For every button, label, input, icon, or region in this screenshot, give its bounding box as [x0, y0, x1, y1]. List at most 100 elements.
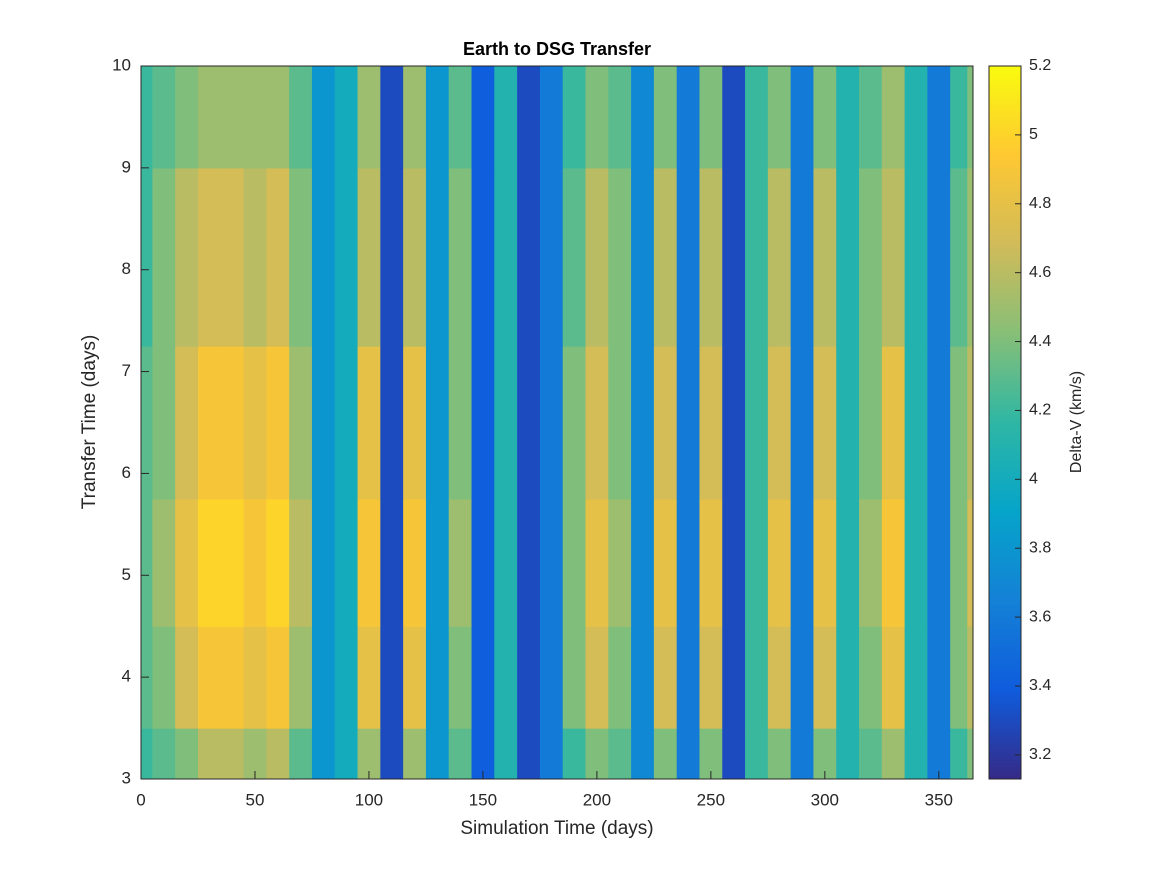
contour-cell [608, 728, 632, 779]
contour-cell [699, 66, 723, 169]
contour-cell [152, 498, 176, 627]
contour-cell [813, 346, 837, 500]
contour-cell [676, 66, 701, 169]
contour-cell [494, 346, 518, 500]
y-tick-label: 7 [122, 361, 131, 380]
contour-cell [266, 167, 290, 347]
contour-cell [699, 346, 723, 500]
contour-cell [403, 728, 427, 779]
colorbar-tick-label: 3.8 [1029, 539, 1051, 556]
contour-cell [904, 66, 929, 169]
contour-cell [403, 498, 427, 627]
contour-cell [357, 728, 381, 779]
contour-cell [676, 498, 701, 627]
contour-cell [722, 167, 746, 347]
y-tick-label: 5 [122, 565, 131, 584]
contour-cell [859, 346, 883, 500]
y-tick-label: 4 [122, 667, 131, 686]
contour-cell [790, 167, 815, 347]
contour-cell [471, 728, 495, 779]
contour-cell [631, 728, 655, 779]
contour-cell [859, 728, 883, 779]
contour-cell [745, 167, 769, 347]
contour-cell [699, 167, 723, 347]
contour-cell [950, 167, 968, 347]
contour-cell [357, 167, 381, 347]
contour-cell [585, 626, 609, 729]
contour-cell [266, 66, 290, 169]
contour-cell [334, 346, 359, 500]
contour-cell [152, 728, 176, 779]
contour-cell [266, 498, 290, 627]
contour-cell [653, 346, 678, 500]
contour-cell [904, 626, 929, 729]
contour-cell [471, 167, 495, 347]
contour-cell [380, 167, 404, 347]
contour-cell [562, 346, 587, 500]
contour-cell [517, 626, 541, 729]
contour-cell [471, 66, 495, 169]
contour-cell [722, 66, 746, 169]
contour-cell [790, 498, 815, 627]
x-axis-label: Simulation Time (days) [460, 818, 653, 839]
contour-cell [357, 66, 381, 169]
contour-cell [334, 498, 359, 627]
x-tick-label: 0 [136, 790, 145, 809]
x-tick-label: 200 [583, 790, 611, 809]
contour-cell [539, 728, 564, 779]
contour-cell [141, 346, 153, 500]
contour-cell [494, 626, 518, 729]
contour-cell [562, 728, 587, 779]
contour-cell [289, 346, 313, 500]
y-axis-label: Transfer Time (days) [79, 335, 100, 510]
contour-cell [425, 66, 450, 169]
contour-cell [881, 66, 906, 169]
colorbar-tick-label: 3.4 [1029, 677, 1051, 694]
contour-cell [152, 346, 176, 500]
contour-cell [220, 728, 245, 779]
contour-cell [425, 626, 450, 729]
contour-cell [927, 626, 951, 729]
chart-title: Earth to DSG Transfer [463, 39, 651, 59]
contour-cell [836, 728, 860, 779]
contour-cell [448, 498, 473, 627]
colorbar-tick-label: 3.2 [1029, 746, 1051, 763]
contour-cell [380, 498, 404, 627]
contour-cell [585, 346, 609, 500]
contour-cell [767, 498, 792, 627]
contour-cell [836, 66, 860, 169]
contour-cell [243, 728, 267, 779]
contour-cell [813, 626, 837, 729]
contour-cell [790, 346, 815, 500]
contour-cell [243, 346, 267, 500]
contour-cell [425, 167, 450, 347]
colorbar-tick-label: 5.2 [1029, 57, 1051, 74]
contour-cell [676, 626, 701, 729]
contour-cell [790, 66, 815, 169]
contour-cell [175, 626, 199, 729]
contour-cell [197, 346, 222, 500]
contour-cell [380, 728, 404, 779]
contour-cell [220, 167, 245, 347]
contour-cell [813, 728, 837, 779]
contour-cell [380, 626, 404, 729]
contour-cell [608, 66, 632, 169]
contour-cell [266, 728, 290, 779]
contour-cell [517, 66, 541, 169]
contour-cell [448, 66, 473, 169]
contour-cell [585, 66, 609, 169]
contour-cell [881, 346, 906, 500]
contour-cell [722, 498, 746, 627]
contour-cell [152, 167, 176, 347]
contour-cell [904, 346, 929, 500]
contour-cell [608, 346, 632, 500]
contour-cell [767, 728, 792, 779]
contour-cell [152, 66, 176, 169]
y-tick-label: 6 [122, 463, 131, 482]
contour-cell [585, 498, 609, 627]
contour-cell [266, 626, 290, 729]
contour-cell [311, 66, 336, 169]
contour-cell [631, 167, 655, 347]
contour-cell [220, 626, 245, 729]
contour-cell [836, 498, 860, 627]
